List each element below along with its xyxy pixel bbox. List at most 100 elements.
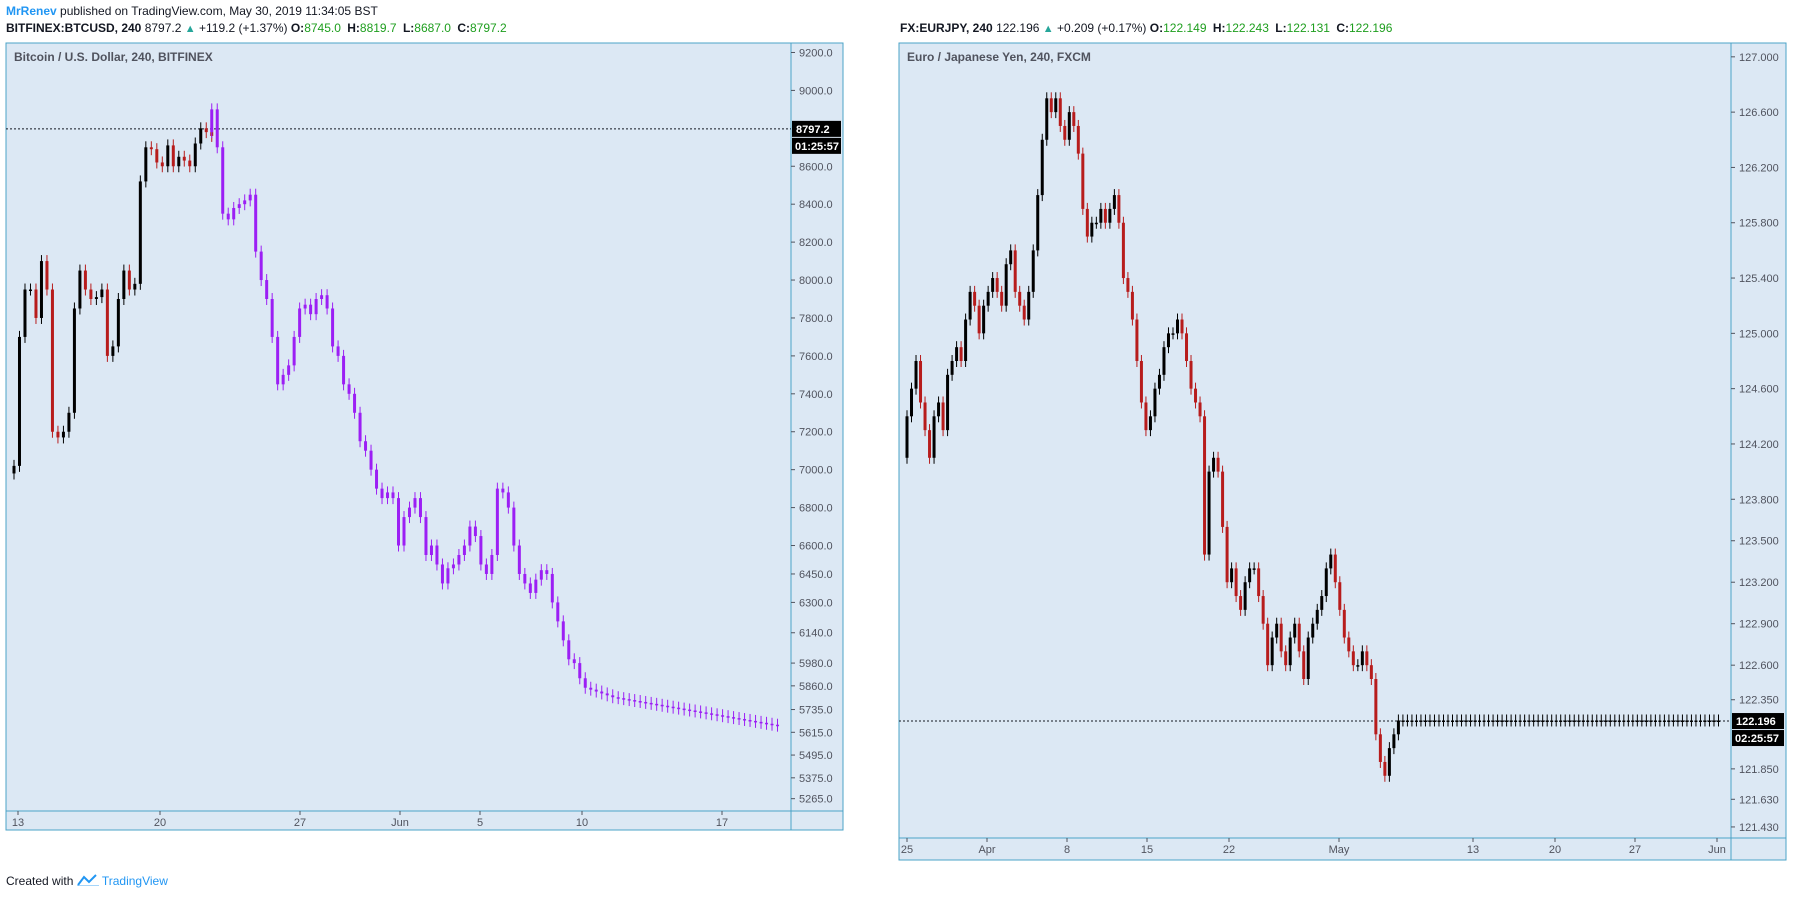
candle-body [982, 305, 986, 334]
candle-body [298, 308, 302, 337]
candle-body [1009, 250, 1013, 265]
candle-body [237, 204, 241, 208]
candle-body [622, 698, 626, 700]
candle-body [232, 207, 236, 220]
candle-body [182, 156, 186, 161]
left-ticker: BITFINEX:BTCUSD, 240 [6, 21, 142, 35]
candle-body [704, 712, 708, 714]
candle-body [1635, 720, 1639, 722]
candle-body [1171, 333, 1175, 335]
candle-body [1261, 596, 1265, 624]
candle-body [1342, 609, 1346, 638]
candle-body [539, 570, 543, 580]
charts-canvas[interactable]: Bitcoin / U.S. Dollar, 240, BITFINEX 9200… [0, 0, 1793, 870]
candle-body [1270, 637, 1274, 666]
right-low: 122.131 [1286, 21, 1330, 35]
candle-body [155, 149, 159, 163]
candle-body [479, 536, 483, 565]
candle-body [1126, 278, 1130, 292]
candle-body [932, 416, 936, 458]
candle-body [188, 160, 192, 167]
candle-body [39, 261, 43, 318]
candle-body [1392, 734, 1396, 749]
up-arrow-icon: ▲ [1042, 23, 1054, 35]
candle-body [923, 402, 927, 431]
candle-body [1608, 720, 1612, 722]
price-series [905, 92, 1720, 782]
candle-body [1031, 250, 1035, 292]
time-tick-label: 27 [1629, 844, 1641, 856]
countdown-badge [1732, 730, 1784, 747]
last-price-badge [792, 120, 841, 137]
candle-body [765, 722, 769, 725]
price-tick-label: 6800.0 [799, 503, 833, 515]
candle-body [1694, 720, 1698, 722]
candle-body [17, 336, 21, 466]
candle-body [56, 431, 60, 438]
candle-body [83, 270, 87, 290]
candle-body [1500, 720, 1504, 722]
candle-body [78, 270, 82, 309]
candle-body [462, 545, 466, 555]
tradingview-link[interactable]: TradingView [101, 874, 168, 888]
candle-body [1383, 761, 1387, 776]
price-tick-label: 5615.0 [799, 727, 833, 739]
candle-body [457, 555, 461, 565]
candle-body [1455, 720, 1459, 722]
candle-body [418, 498, 422, 518]
candle-body [424, 517, 428, 555]
candle-body [28, 289, 32, 292]
candle-body [199, 128, 203, 144]
candle-body [1414, 720, 1418, 722]
candle-body [1604, 720, 1608, 722]
candle-body [144, 147, 148, 182]
left-open: 8745.0 [304, 21, 341, 35]
candle-body [320, 295, 324, 299]
candle-body [1040, 139, 1044, 196]
candle-body [1689, 720, 1693, 722]
time-tick-label: 25 [901, 844, 913, 856]
candle-body [1545, 720, 1549, 722]
candle-body [127, 270, 131, 290]
time-tick-label: 20 [1549, 844, 1561, 856]
author-link[interactable]: MrRenev [6, 4, 57, 18]
candle-body [955, 347, 959, 361]
candle-body [490, 555, 494, 574]
candle-body [1139, 361, 1143, 403]
candle-body [1000, 291, 1004, 306]
candle-body [89, 289, 93, 299]
price-tick-label: 121.630 [1739, 794, 1779, 806]
candle-body [314, 299, 318, 315]
candle-body [1306, 637, 1310, 679]
candle-body [743, 719, 747, 721]
candle-body [1356, 665, 1360, 667]
candle-body [1369, 665, 1373, 679]
candle-body [1320, 596, 1324, 610]
candle-body [1221, 471, 1225, 527]
candle-body [397, 498, 400, 546]
candle-body [105, 289, 109, 356]
candle-body [1311, 623, 1315, 638]
candle-body [1203, 416, 1207, 555]
time-tick-label: 13 [12, 817, 24, 829]
candle-body [138, 181, 142, 284]
candle-body [1180, 319, 1184, 334]
candle-body [666, 705, 670, 708]
candle-body [23, 289, 27, 337]
candle-body [1153, 388, 1157, 417]
candle-body [1640, 720, 1644, 722]
price-tick-label: 122.600 [1739, 660, 1779, 672]
candle-body [1130, 291, 1134, 320]
candle-body [1365, 651, 1369, 666]
candle-body [94, 297, 98, 299]
price-tick-label: 9200.0 [799, 47, 833, 59]
candle-body [369, 450, 373, 470]
candle-body [287, 365, 291, 375]
candle-body [1514, 720, 1518, 722]
price-tick-label: 127.000 [1739, 52, 1779, 64]
price-tick-label: 7800.0 [799, 313, 833, 325]
candle-body [941, 402, 945, 431]
candle-body [1239, 596, 1243, 610]
candle-body [45, 261, 49, 290]
candle-body [309, 304, 313, 315]
